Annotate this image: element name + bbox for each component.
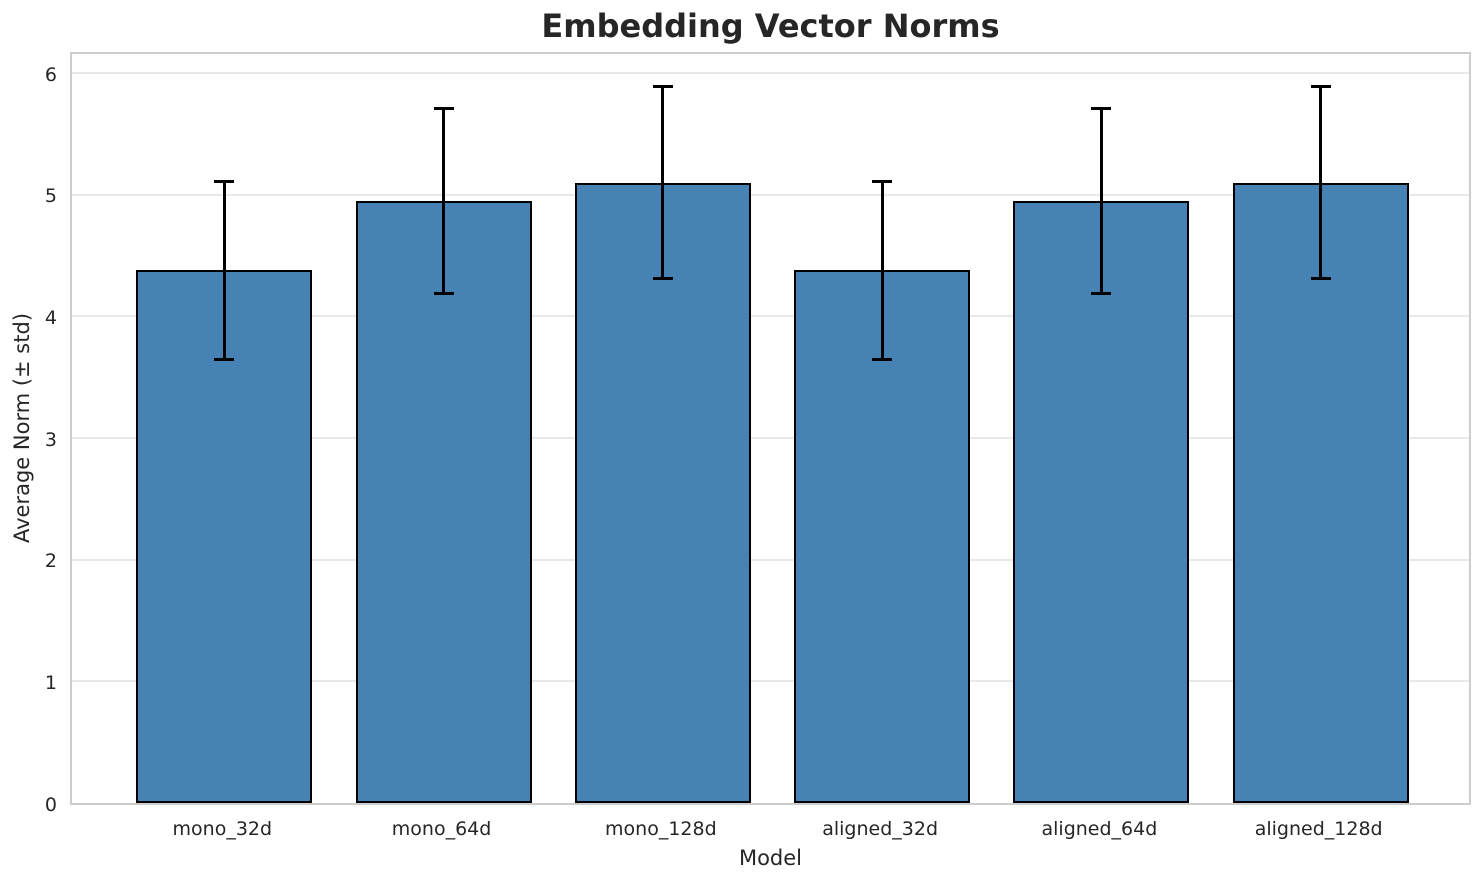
x-axis-label: Model [738,846,803,870]
bar-aligned_128d [1232,182,1409,803]
error-bar-cap-bottom-aligned_32d [872,357,893,361]
x-tick-label-mono_128d: mono_128d [605,818,717,840]
chart-title: Embedding Vector Norms [541,7,1000,45]
error-bar-cap-bottom-aligned_64d [1091,291,1112,295]
error-bar-cap-top-mono_64d [433,106,454,110]
x-tick-label-mono_64d: mono_64d [391,818,492,840]
grid-line-y4 [72,315,1469,318]
error-bar-cap-bottom-mono_128d [652,277,673,281]
x-tick-label-aligned_32d: aligned_32d [822,818,939,840]
y-tick-label-3: 3 [44,428,57,451]
x-tick-label-mono_32d: mono_32d [172,818,273,840]
x-tick-label-aligned_64d: aligned_64d [1041,818,1158,840]
y-tick-label-2: 2 [44,550,57,573]
plot-area [70,52,1471,805]
grid-line-y2 [72,558,1469,561]
grid-line-y5 [72,193,1469,196]
bar-aligned_64d [1013,200,1190,803]
error-bar-cap-top-mono_32d [214,179,235,183]
error-bar-line-mono_64d [442,108,446,294]
error-bar-cap-bottom-mono_64d [433,291,454,295]
error-bar-line-aligned_64d [1099,108,1103,294]
bar-mono_64d [355,200,532,803]
y-tick-label-5: 5 [44,185,57,208]
error-bar-cap-top-aligned_32d [872,179,893,183]
x-tick-label-aligned_128d: aligned_128d [1254,818,1383,840]
error-bar-cap-top-aligned_64d [1091,106,1112,110]
grid-line-y1 [72,680,1469,683]
error-bar-cap-top-aligned_128d [1310,85,1331,88]
error-bar-line-aligned_32d [880,181,884,359]
error-bar-cap-bottom-aligned_128d [1310,277,1331,281]
y-tick-label-6: 6 [44,63,57,86]
y-tick-label-1: 1 [44,671,57,694]
error-bar-line-aligned_128d [1319,86,1323,279]
error-bar-line-mono_128d [661,86,665,279]
grid-line-y3 [72,437,1469,440]
y-tick-label-4: 4 [44,306,57,329]
error-bar-cap-top-mono_128d [652,85,673,88]
y-tick-label-0: 0 [44,793,57,816]
error-bar-line-mono_32d [222,181,226,359]
grid-line-y6 [72,72,1469,75]
error-bar-cap-bottom-mono_32d [214,357,235,361]
